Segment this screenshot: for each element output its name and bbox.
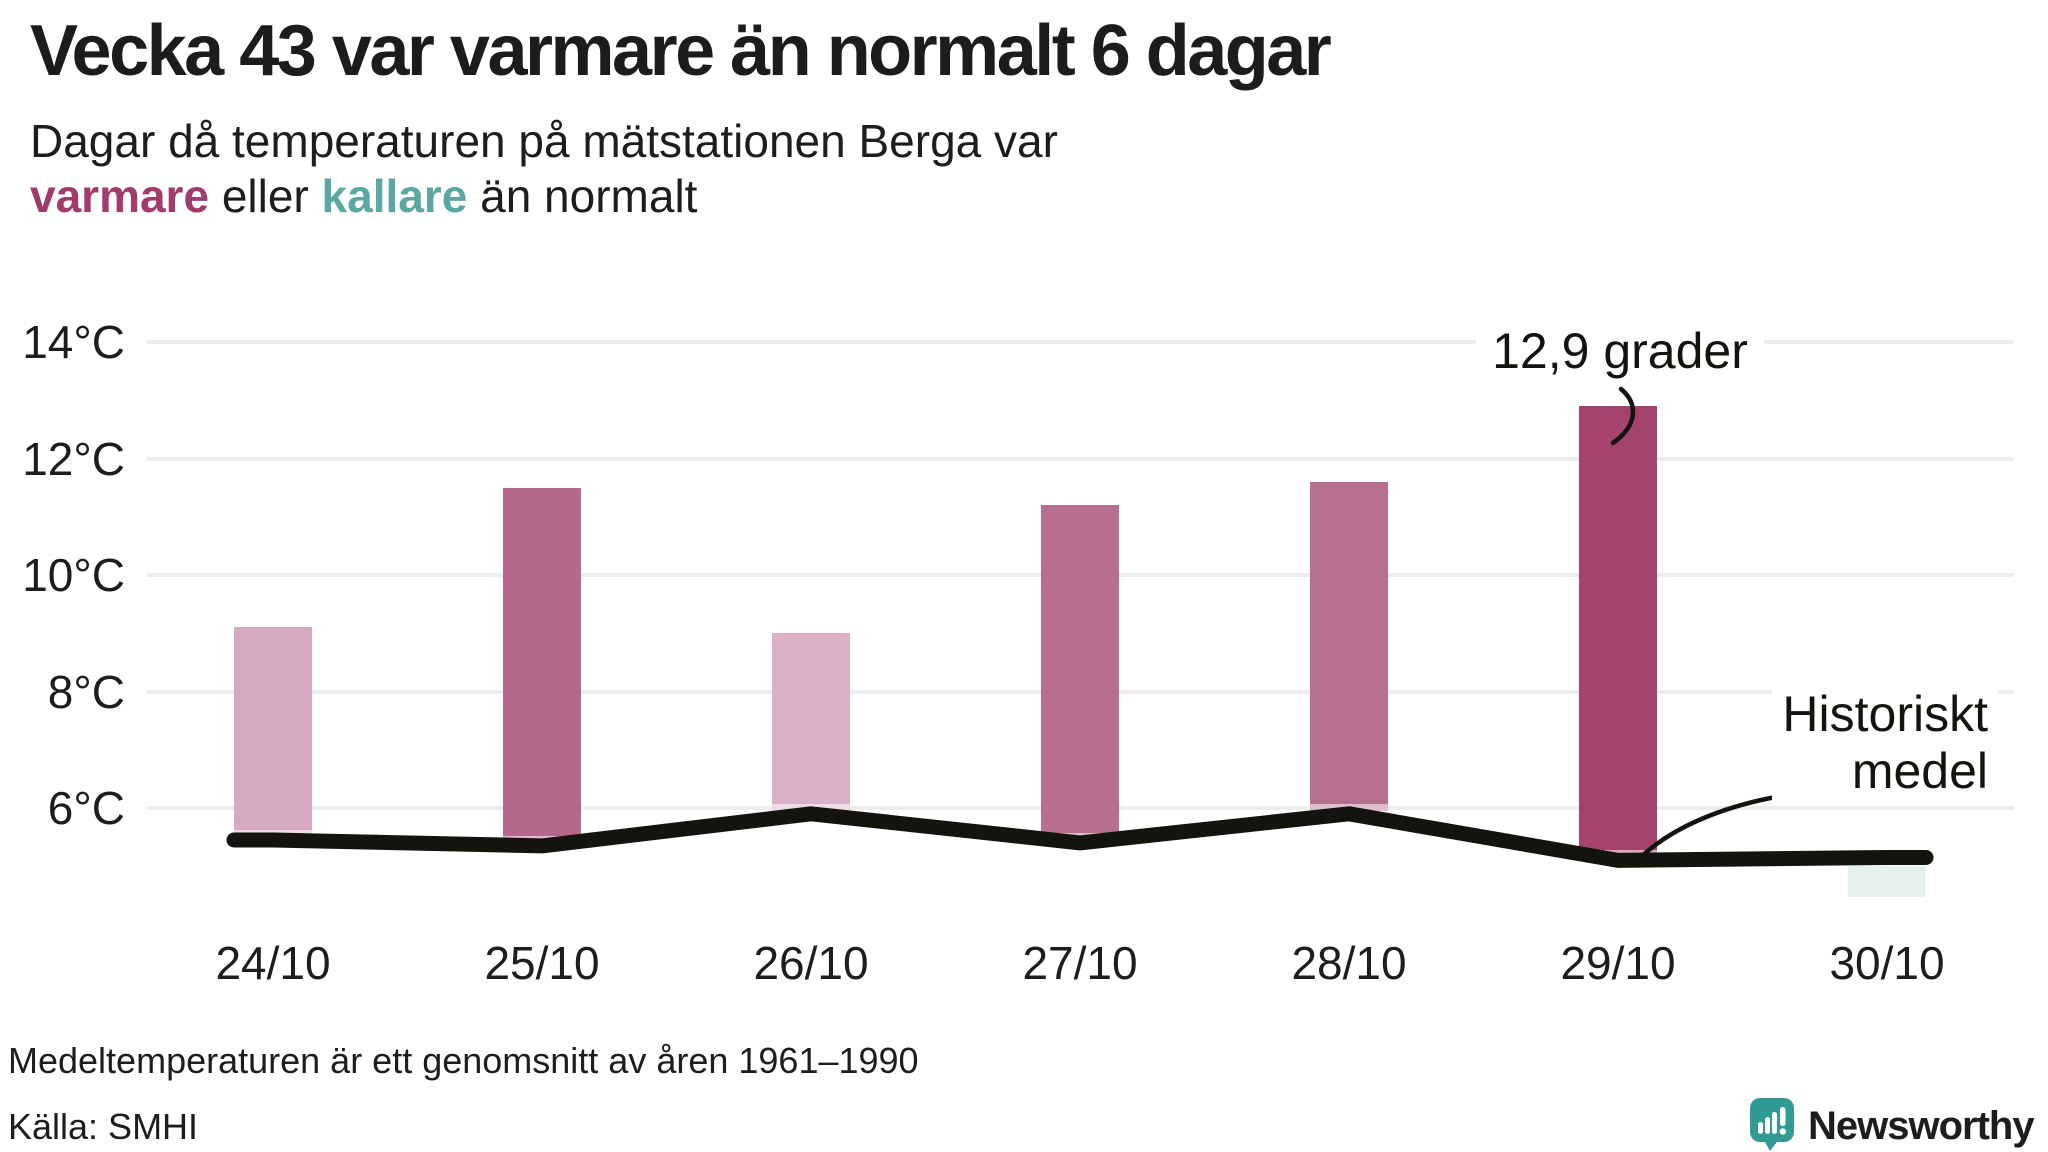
temperature-bar <box>772 633 850 811</box>
subtitle-word: eller <box>209 170 322 222</box>
x-tick-label: 27/10 <box>1022 937 1138 989</box>
subtitle-word: än normalt <box>467 170 698 222</box>
temperature-bar <box>503 487 581 843</box>
temperature-bar <box>1579 406 1657 858</box>
gridline <box>147 340 2014 344</box>
historical-mean-label: Historiskt medel <box>1772 682 1998 804</box>
gridline <box>147 456 2014 461</box>
x-tick-label: 26/10 <box>753 937 869 989</box>
subtitle-word: kallare <box>321 170 468 222</box>
temperature-bar <box>1310 481 1388 811</box>
temperature-bar <box>234 627 312 838</box>
subtitle-line-1: Dagar då temperaturen på mätstationen Be… <box>30 115 1058 167</box>
bar-base-highlight <box>1310 803 1388 811</box>
y-tick-label: 8°C <box>47 665 125 718</box>
x-tick-label: 24/10 <box>215 937 331 989</box>
source-note: Källa: SMHI <box>8 1106 199 1147</box>
y-tick-label: 6°C <box>47 782 125 834</box>
newsworthy-logo: Newsworthy <box>1750 1098 2035 1152</box>
bar-base-highlight <box>772 803 850 811</box>
newsworthy-wordmark: Newsworthy <box>1808 1104 2035 1148</box>
chart-subtitle: Dagar då temperaturen på mätstationen Be… <box>30 114 1058 224</box>
y-tick-label: 14°C <box>22 316 125 368</box>
x-tick-label: 28/10 <box>1291 937 1407 989</box>
temperature-bar <box>1041 505 1119 840</box>
bar-base-highlight <box>1041 832 1119 840</box>
newsworthy-logo-icon <box>1750 1098 1794 1151</box>
bar-base-highlight <box>1579 850 1657 858</box>
chart-title: Vecka 43 var varmare än normalt 6 dagar <box>30 11 1332 91</box>
historical-mean-label-line1: Historiskt <box>1782 686 1988 742</box>
bar-base-highlight <box>234 830 312 838</box>
subtitle-word: varmare <box>30 170 210 222</box>
y-tick-label: 10°C <box>22 549 125 601</box>
subtitle-line-2: varmare eller kallare än normalt <box>30 169 1058 224</box>
x-tick-label: 29/10 <box>1560 937 1676 989</box>
y-tick-label: 12°C <box>22 432 125 485</box>
x-tick-label: 25/10 <box>484 937 600 989</box>
max-temperature-annotation: 12,9 grader <box>1476 318 1764 384</box>
footnote: Medeltemperaturen är ett genomsnitt av å… <box>8 1040 919 1081</box>
temperature-bar <box>1848 865 1926 897</box>
historical-mean-label-line2: medel <box>1851 743 1988 799</box>
bar-base-highlight <box>503 835 581 843</box>
x-tick-label: 30/10 <box>1829 937 1945 989</box>
